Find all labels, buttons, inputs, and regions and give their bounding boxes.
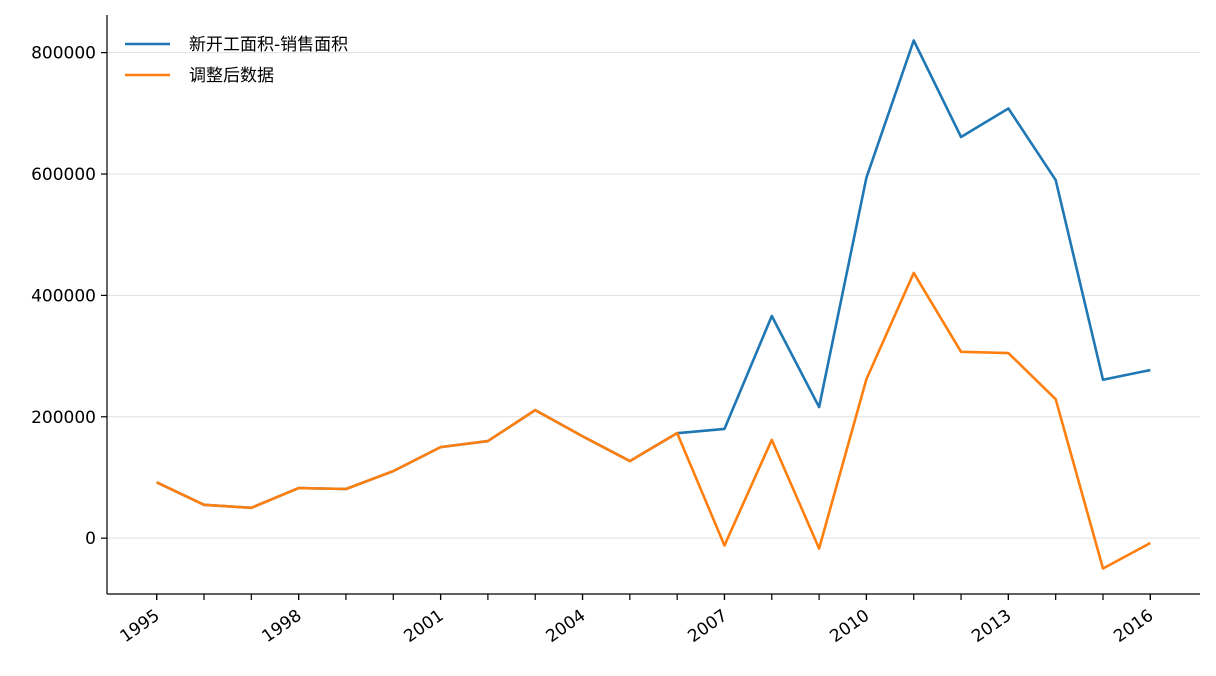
- x-tick-label: 2001: [401, 606, 448, 647]
- x-tick-label: 1995: [117, 606, 164, 647]
- x-tick-label: 2007: [684, 606, 731, 647]
- y-tick-label: 400000: [31, 286, 96, 306]
- x-tick-label: 1998: [259, 606, 306, 647]
- series-line: [156, 271, 1151, 570]
- x-tick-label: 2004: [542, 606, 589, 647]
- y-tick-label: 0: [85, 529, 96, 549]
- x-tick-label: 2010: [826, 606, 873, 647]
- legend-label: 调整后数据: [189, 66, 274, 86]
- series-line: [156, 39, 1151, 510]
- y-tick-label: 600000: [31, 165, 96, 185]
- x-tick-label: 2016: [1110, 606, 1157, 647]
- legend-label: 新开工面积-销售面积: [189, 35, 348, 55]
- y-tick-label: 800000: [31, 44, 96, 64]
- y-tick-label: 200000: [31, 408, 96, 428]
- x-tick-label: 2013: [968, 606, 1015, 647]
